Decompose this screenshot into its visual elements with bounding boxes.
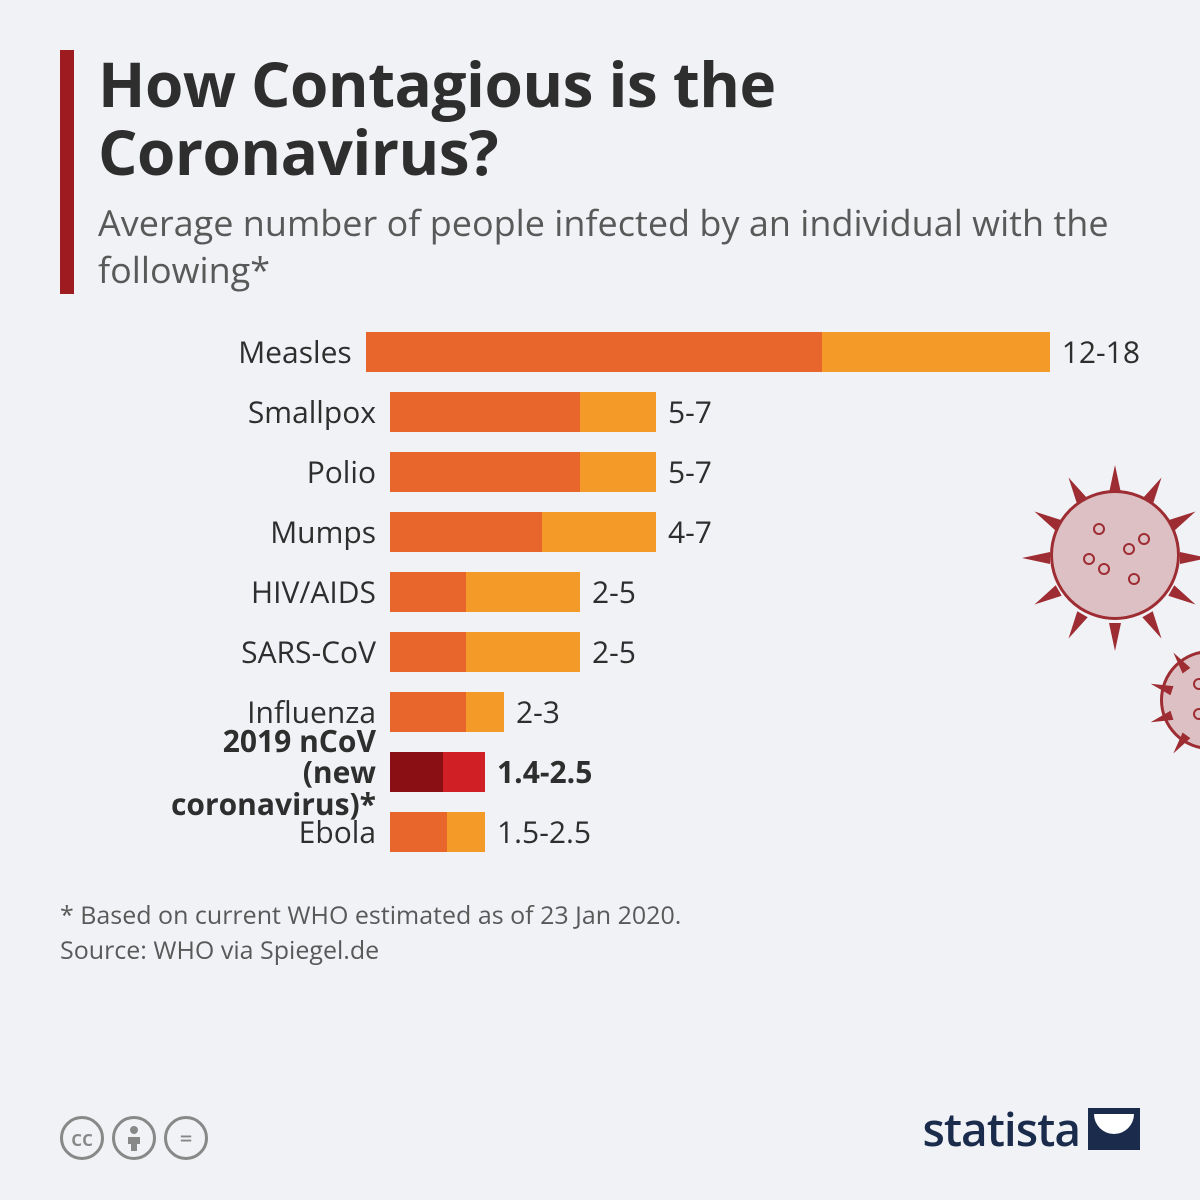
bar: 2-3 (390, 692, 560, 732)
bar: 4-7 (390, 512, 712, 552)
row-label: HIV/AIDS (150, 576, 390, 608)
bar: 5-7 (390, 452, 712, 492)
footer: cc = statista (60, 1098, 1140, 1160)
footnote-line2: Source: WHO via Spiegel.de (60, 933, 1140, 968)
bar-chart: Measles 12-18 Smallpox 5-7 Polio 5-7 Mumps 4-7 H… (60, 330, 1140, 854)
bar-high-segment (466, 572, 580, 612)
bar: 1.5-2.5 (390, 812, 591, 852)
statista-wave-icon (1088, 1108, 1140, 1150)
bar-value: 5-7 (668, 451, 712, 492)
row-label: SARS-CoV (150, 636, 390, 668)
bar-low-segment (390, 752, 443, 792)
by-icon (112, 1116, 156, 1160)
nd-icon: = (164, 1116, 208, 1160)
cc-icon: cc (60, 1116, 104, 1160)
bar-high-segment (443, 752, 485, 792)
bar-value: 2-5 (592, 571, 636, 612)
bar-row: HIV/AIDS 2-5 (150, 570, 1140, 614)
bar: 5-7 (390, 392, 712, 432)
bar-low-segment (390, 812, 447, 852)
statista-logo: statista (922, 1098, 1140, 1160)
row-label: Polio (150, 456, 390, 488)
bar-low-segment (390, 392, 580, 432)
row-label: Smallpox (150, 396, 390, 428)
bar-value: 1.5-2.5 (497, 811, 591, 852)
chart-title: How Contagious is the Coronavirus? (98, 50, 1140, 186)
bar-low-segment (390, 512, 542, 552)
bar-value: 5-7 (668, 391, 712, 432)
title-line2: Coronavirus? (98, 110, 498, 194)
bar-value: 4-7 (668, 511, 712, 552)
bar-high-segment (580, 452, 656, 492)
license-icons: cc = (60, 1116, 208, 1160)
footnote-line1: * Based on current WHO estimated as of 2… (60, 898, 1140, 933)
bar-row: Measles 12-18 (150, 330, 1140, 374)
footnote: * Based on current WHO estimated as of 2… (60, 898, 1140, 968)
bar-high-segment (447, 812, 485, 852)
bar-low-segment (390, 572, 466, 612)
bar: 2-5 (390, 572, 636, 612)
bar: 1.4-2.5 (390, 752, 592, 792)
bar-row: Polio 5-7 (150, 450, 1140, 494)
bar-row: Smallpox 5-7 (150, 390, 1140, 434)
header-block: How Contagious is the Coronavirus? Avera… (60, 50, 1140, 294)
bar-high-segment (542, 512, 656, 552)
bar-value: 1.4-2.5 (497, 751, 592, 792)
bar-row: SARS-CoV 2-5 (150, 630, 1140, 674)
bar-value: 2-5 (592, 631, 636, 672)
bar: 12-18 (366, 332, 1140, 372)
bar-high-segment (822, 332, 1050, 372)
row-label: 2019 nCoV(new coronavirus)* (150, 725, 390, 820)
bar-low-segment (390, 452, 580, 492)
title-accent-bar (60, 50, 74, 294)
chart-subtitle: Average number of people infected by an … (98, 200, 1140, 294)
row-label: Ebola (150, 816, 390, 848)
bar-high-segment (466, 692, 504, 732)
row-label: Measles (150, 336, 366, 368)
bar-row: Ebola 1.5-2.5 (150, 810, 1140, 854)
bar-low-segment (390, 692, 466, 732)
bar-row: Mumps 4-7 (150, 510, 1140, 554)
bar-low-segment (366, 332, 822, 372)
bar-high-segment (580, 392, 656, 432)
bar: 2-5 (390, 632, 636, 672)
row-label: Mumps (150, 516, 390, 548)
bar-value: 2-3 (516, 691, 560, 732)
bar-high-segment (466, 632, 580, 672)
brand-text: statista (922, 1098, 1080, 1160)
bar-value: 12-18 (1062, 331, 1140, 372)
bar-row: 2019 nCoV(new coronavirus)*1.4-2.5 (150, 750, 1140, 794)
bar-low-segment (390, 632, 466, 672)
